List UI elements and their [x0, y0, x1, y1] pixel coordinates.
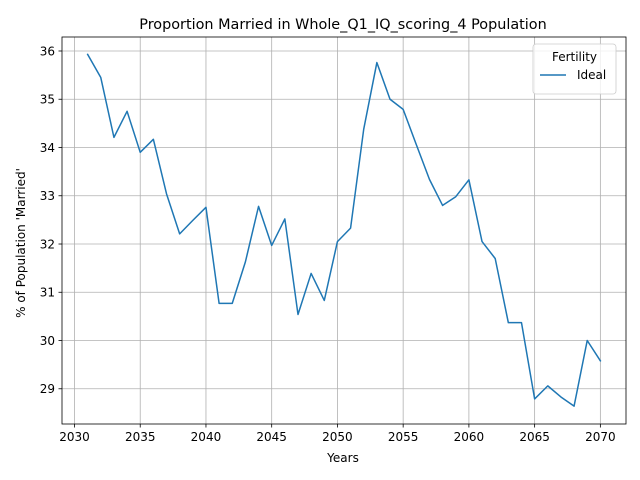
x-tick-label: 2065: [519, 430, 550, 444]
grid: [62, 37, 626, 424]
x-tick-label: 2050: [322, 430, 353, 444]
y-tick-label: 32: [40, 237, 55, 251]
legend-box: [532, 43, 617, 95]
y-tick-label: 31: [40, 286, 55, 300]
series-line-ideal: [86, 53, 602, 407]
y-tick-label: 34: [40, 141, 55, 155]
axes: 2030 2035 2040 2045 2050 2055 2060 2065 2070 29 30…: [40, 36, 627, 444]
x-tick-label: 2070: [585, 430, 616, 444]
x-tick-label: 2045: [256, 430, 287, 444]
x-tick-label: 2040: [191, 430, 222, 444]
series-layer: [86, 53, 602, 407]
x-axis-label: Years: [326, 451, 359, 465]
chart-title: Proportion Married in Whole_Q1_IQ_scorin…: [139, 17, 546, 33]
plot-frame: [61, 36, 627, 425]
legend-label: Ideal: [577, 68, 606, 82]
y-tick-label: 36: [40, 44, 55, 58]
x-tick-label: 2030: [59, 430, 90, 444]
y-tick-label: 33: [40, 189, 55, 203]
y-tick-label: 30: [40, 334, 55, 348]
legend: Fertility Ideal: [532, 43, 617, 95]
x-tick-label: 2035: [125, 430, 156, 444]
x-tick-label: 2055: [388, 430, 419, 444]
y-tick-label: 35: [40, 93, 55, 107]
y-tick-label: 29: [40, 382, 55, 396]
y-axis-label: % of Population 'Married': [14, 168, 28, 318]
legend-title: Fertility: [552, 50, 597, 64]
x-tick-label: 2060: [454, 430, 485, 444]
